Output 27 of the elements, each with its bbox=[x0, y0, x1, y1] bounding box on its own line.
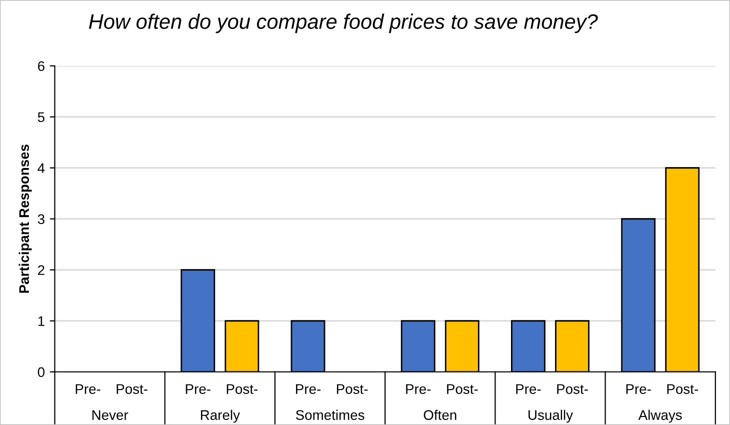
text: Pre- bbox=[406, 384, 431, 394]
y-tick-label: 4 bbox=[38, 163, 45, 173]
text: Post- bbox=[667, 384, 698, 394]
y-tick-label: 5 bbox=[38, 112, 44, 122]
text: Post- bbox=[447, 384, 478, 394]
x-tick-label: Sometimes bbox=[296, 410, 364, 420]
text: Post- bbox=[557, 384, 588, 394]
y-tick-label: 2 bbox=[38, 265, 44, 275]
y-axis-title: Participant Responses bbox=[18, 144, 32, 293]
text: Pre- bbox=[296, 384, 320, 394]
text: Post- bbox=[116, 384, 148, 394]
text: Post- bbox=[336, 384, 368, 394]
x-tick-label: Never bbox=[92, 410, 128, 420]
text: Pre- bbox=[516, 384, 541, 394]
text: Pre- bbox=[626, 384, 651, 394]
y-tick-label: 0 bbox=[38, 367, 44, 378]
x-tick-label: Always bbox=[638, 410, 682, 423]
x-tick-label: Rarely bbox=[200, 410, 240, 423]
y-tick-label: 6 bbox=[38, 61, 44, 72]
series-label: Pre- bbox=[186, 384, 210, 394]
y-tick-label: 3 bbox=[38, 214, 44, 224]
text: Pre- bbox=[76, 384, 100, 394]
chart-title: How often do you compare food prices to save money? bbox=[88, 14, 598, 34]
y-tick-label: 1 bbox=[38, 316, 44, 326]
series-label: Post- bbox=[226, 384, 258, 394]
x-tick-label: Often bbox=[424, 410, 456, 420]
x-tick-label: Usually bbox=[528, 410, 573, 423]
